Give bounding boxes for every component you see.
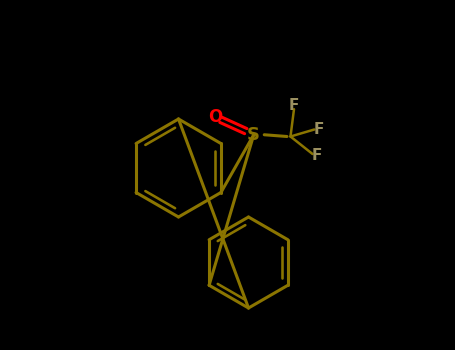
Text: F: F (289, 98, 299, 112)
Text: F: F (312, 148, 322, 163)
Text: F: F (313, 122, 324, 137)
Text: S: S (247, 126, 260, 144)
Text: O: O (208, 108, 222, 126)
